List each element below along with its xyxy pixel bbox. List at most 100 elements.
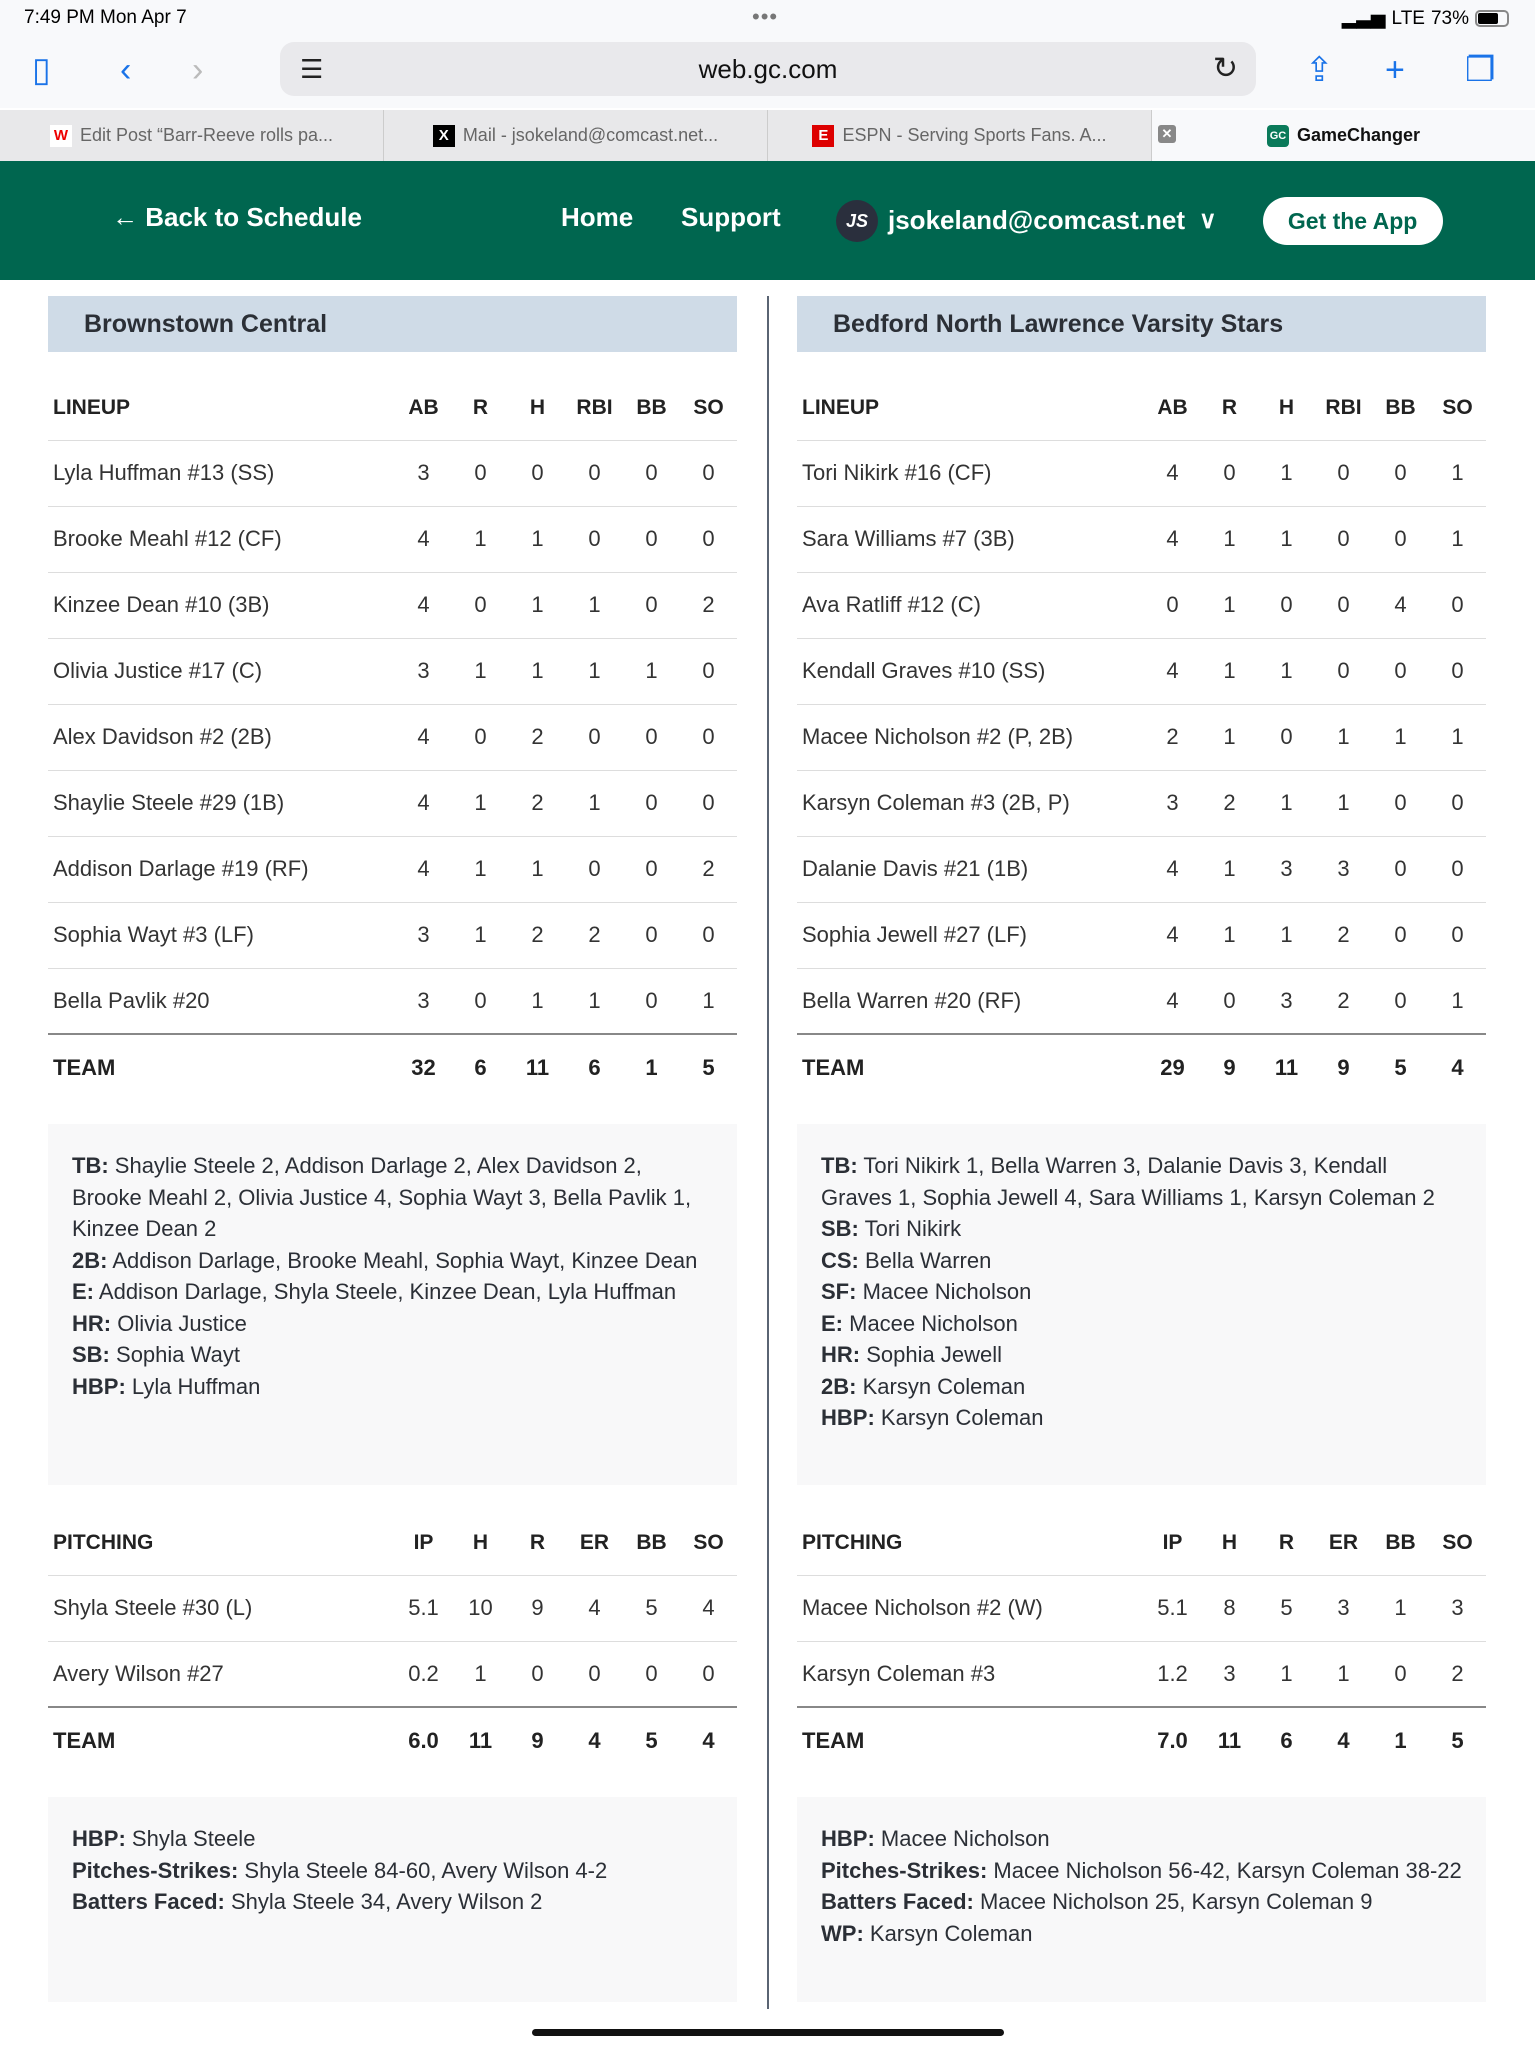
cell-stat: ER	[579, 1530, 610, 1554]
address-bar[interactable]: ☰ web.gc.com ↻	[280, 42, 1256, 96]
cell-stat: 0	[1429, 637, 1486, 704]
cell-stat: 1	[623, 1033, 680, 1100]
cell-stat: 4	[395, 703, 452, 770]
cell-stat: 0	[566, 835, 623, 902]
cell-name: Alex Davidson #2 (2B)	[48, 703, 395, 770]
table-row: Shaylie Steele #29 (1B) 4 1 2 1 0 0	[48, 769, 737, 836]
note-line: HR: Olivia Justice	[72, 1308, 713, 1340]
stat-notes: TB: Tori Nikirk 1, Bella Warren 3, Dalan…	[797, 1124, 1486, 1485]
home-link[interactable]: Home	[561, 202, 634, 232]
avatar[interactable]: JS	[836, 199, 878, 242]
cell-stat: 3	[1315, 1574, 1372, 1641]
url-text: web.gc.com	[698, 54, 838, 84]
cell-stat: 0	[1372, 769, 1429, 836]
get-the-app-button[interactable]: Get the App	[1262, 196, 1443, 245]
lineup-table: LINEUP AB R H RBI BB SO Tori Nikirk #16 (CF) 4 0 1…	[797, 376, 1486, 1100]
cell-stat: 0	[509, 1640, 566, 1707]
tab-label: GameChanger	[1296, 125, 1421, 145]
cell-stat: 4	[395, 835, 452, 902]
note-line: SF: Macee Nicholson	[821, 1276, 1462, 1308]
cell-stat: 4	[1372, 571, 1429, 638]
cell-stat: SO	[1442, 395, 1473, 419]
cell-stat: 0	[680, 637, 737, 704]
cell-stat: BB	[1385, 1530, 1416, 1554]
forward-icon[interactable]: ›	[192, 51, 204, 89]
cell-stat: 1	[452, 1640, 509, 1707]
multitask-dots-icon[interactable]: •••	[752, 4, 779, 29]
signal-icon: ▂▃▅	[1341, 8, 1386, 29]
team-total-row: TEAM 32 6 11 6 1 5	[48, 1033, 737, 1100]
cell-stat: SO	[693, 1530, 724, 1554]
table-row: Karsyn Coleman #3 1.2 3 1 1 0 2	[797, 1640, 1486, 1707]
cell-stat: 6	[452, 1033, 509, 1100]
cell-stat: 10	[452, 1574, 509, 1641]
close-tab-icon[interactable]: ✕	[1158, 125, 1176, 143]
cell-stat: 1	[1258, 505, 1315, 572]
reload-icon[interactable]: ↻	[1212, 52, 1238, 85]
sidebar-icon[interactable]: ▯	[32, 51, 51, 89]
browser-tab[interactable]: W Edit Post “Barr-Reeve rolls pa...	[0, 110, 384, 161]
account-menu[interactable]: jsokeland@comcast.net	[888, 205, 1186, 235]
status-bar: 7:49 PM Mon Apr 7 ••• ▂▃▅ LTE 73%	[0, 0, 1535, 36]
note-label: TB:	[72, 1153, 109, 1178]
cell-stat: R	[1278, 1530, 1295, 1554]
support-link[interactable]: Support	[681, 202, 781, 232]
cell-name: TEAM	[797, 1033, 1144, 1100]
cell-stat: 1	[1315, 769, 1372, 836]
battery-percent: 73%	[1430, 7, 1469, 29]
cell-stat: 6	[566, 1033, 623, 1100]
battery-icon	[1475, 10, 1509, 27]
cell-stat: 1	[566, 571, 623, 638]
cell-stat: 1	[1201, 703, 1258, 770]
browser-tab-active[interactable]: ✕ GC GameChanger	[1152, 110, 1535, 161]
back-to-schedule-link[interactable]: ← Back to Schedule	[112, 202, 362, 233]
cell-stat: 5	[1258, 1574, 1315, 1641]
cell-stat: 0	[1258, 571, 1315, 638]
note-label: HBP:	[72, 1826, 126, 1851]
table-row: Addison Darlage #19 (RF) 4 1 1 0 0 2	[48, 835, 737, 902]
cell-stat: 0	[452, 703, 509, 770]
cell-stat: IP	[1162, 1530, 1183, 1554]
table-header: PITCHING IP H R ER BB SO	[48, 1511, 737, 1575]
note-line: WP: Karsyn Coleman	[821, 1918, 1462, 1950]
table-row: Sophia Wayt #3 (LF) 3 1 2 2 0 0	[48, 901, 737, 968]
cell-stat: R	[1221, 395, 1238, 419]
note-line: SB: Tori Nikirk	[821, 1213, 1462, 1245]
cell-stat: 1	[452, 835, 509, 902]
note-line: SB: Sophia Wayt	[72, 1339, 713, 1371]
wordpress-favicon-icon: W	[49, 124, 72, 147]
cell-stat: R	[472, 395, 489, 419]
team-total-row: TEAM 6.0 11 9 4 5 4	[48, 1706, 737, 1773]
share-icon[interactable]: ⇪	[1305, 51, 1334, 89]
note-value: Sophia Jewell	[866, 1342, 1002, 1367]
cell-stat: 1	[1201, 901, 1258, 968]
note-value: Macee Nicholson 56-42, Karsyn Coleman 38…	[993, 1857, 1462, 1883]
tabs-icon[interactable]: ❐	[1465, 51, 1496, 89]
cell-stat: 5	[680, 1033, 737, 1100]
note-label: HBP:	[72, 1373, 126, 1399]
browser-tab[interactable]: E ESPN - Serving Sports Fans. A...	[768, 110, 1152, 161]
cell-stat: 1	[509, 637, 566, 704]
chevron-down-icon[interactable]: ∨	[1199, 207, 1217, 234]
note-value: Macee Nicholson	[862, 1279, 1032, 1304]
reader-icon[interactable]: ☰	[300, 54, 324, 84]
cell-stat: H	[1278, 395, 1295, 419]
cell-stat: 0	[1315, 571, 1372, 638]
cell-stat: 0	[1429, 901, 1486, 968]
note-value: Macee Nicholson 25, Karsyn Coleman 9	[979, 1889, 1373, 1914]
note-label: Pitches-Strikes:	[72, 1857, 239, 1883]
cell-stat: 0	[1429, 769, 1486, 836]
back-icon[interactable]: ‹	[120, 51, 132, 89]
cell-stat: 1	[1372, 1574, 1429, 1641]
cell-stat: 1	[1429, 703, 1486, 770]
cell-stat: 4	[680, 1574, 737, 1641]
note-label: SF:	[821, 1279, 857, 1304]
new-tab-icon[interactable]: +	[1385, 51, 1405, 89]
cell-stat: 0	[1372, 901, 1429, 968]
team-total-row: TEAM 7.0 11 6 4 1 5	[797, 1706, 1486, 1773]
browser-tab[interactable]: X Mail - jsokeland@comcast.net...	[384, 110, 768, 161]
table-row: Sara Williams #7 (3B) 4 1 1 0 0 1	[797, 505, 1486, 572]
home-indicator[interactable]	[532, 2029, 1004, 2036]
cell-stat: 1	[509, 505, 566, 572]
cell-stat: 32	[395, 1033, 452, 1100]
